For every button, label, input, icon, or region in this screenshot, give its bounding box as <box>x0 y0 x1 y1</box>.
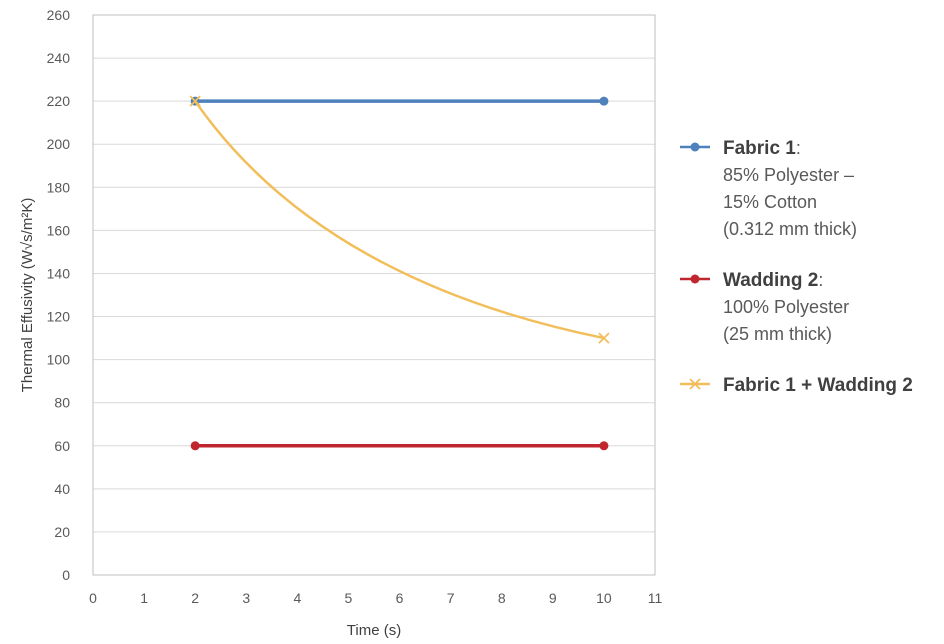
legend-swatch-marker <box>690 274 700 284</box>
legend-description-line: (0.312 mm thick) <box>723 219 857 239</box>
series-1 <box>190 96 609 106</box>
y-tick-label: 200 <box>47 136 71 152</box>
legend-item-1: Fabric 1: 85% Polyester – 15% Cotton (0.312… <box>680 138 857 239</box>
legend-label: Fabric 1 + Wadding 2 <box>723 375 913 396</box>
y-axis-title: Thermal Effusivity (W√s/m²K) <box>19 198 36 393</box>
legend-swatch-marker <box>690 142 700 152</box>
x-tick-label: 6 <box>396 590 404 606</box>
legend-description-line: (25 mm thick) <box>723 324 832 344</box>
y-tick-label: 220 <box>47 93 71 109</box>
x-tick-label: 8 <box>498 590 506 606</box>
data-point <box>599 96 609 106</box>
legend-series-name: Fabric 1 + Wadding 2 <box>723 375 913 396</box>
x-tick-label: 2 <box>191 590 199 606</box>
x-axis-tick-labels: 0 1 2 3 4 5 6 7 8 9 10 11 <box>89 590 662 606</box>
marker-stroke <box>189 95 201 107</box>
plot-area <box>92 14 656 576</box>
y-tick-label: 120 <box>47 309 71 325</box>
legend-description-line: 85% Polyester – <box>723 165 854 185</box>
data-point <box>598 332 610 344</box>
x-tick-label: 10 <box>596 590 612 606</box>
series-3 <box>189 95 610 344</box>
legend-swatch-marker <box>689 378 701 390</box>
x-tick-label: 3 <box>242 590 250 606</box>
x-axis-title: Time (s) <box>347 622 401 639</box>
marker-stroke <box>598 332 610 344</box>
y-tick-label: 180 <box>47 179 71 195</box>
data-point <box>599 441 609 451</box>
series-line <box>193 99 606 340</box>
x-tick-label: 4 <box>293 590 301 606</box>
data-point <box>189 95 201 107</box>
x-tick-label: 7 <box>447 590 455 606</box>
y-axis-tick-labels: 0 20 40 60 80 100 120 140 160 180 200 220 240 260 <box>47 7 71 583</box>
legend-description-line: 15% Cotton <box>723 192 817 212</box>
legend-series-name: Fabric 1 <box>723 138 796 159</box>
x-tick-label: 9 <box>549 590 557 606</box>
y-tick-label: 260 <box>47 7 71 23</box>
y-tick-label: 160 <box>47 222 71 238</box>
y-tick-label: 40 <box>54 481 70 497</box>
y-tick-label: 100 <box>47 352 71 368</box>
x-tick-label: 0 <box>89 590 97 606</box>
legend-item-2: Wadding 2: 100% Polyester (25 mm thick) <box>680 270 849 344</box>
legend-series-name: Wadding 2 <box>723 270 818 291</box>
y-tick-label: 0 <box>62 567 70 583</box>
y-tick-label: 240 <box>47 50 71 66</box>
x-tick-label: 1 <box>140 590 148 606</box>
legend-colon: : <box>818 270 823 290</box>
legend-colon: : <box>796 138 801 158</box>
legend-label: Wadding 2: <box>723 270 823 291</box>
legend-description-line: 100% Polyester <box>723 297 849 317</box>
x-tick-label: 11 <box>648 590 663 606</box>
legend-item-3: Fabric 1 + Wadding 2 <box>680 375 913 396</box>
data-point <box>190 441 200 451</box>
legend: Fabric 1: 85% Polyester – 15% Cotton (0.312… <box>680 138 913 396</box>
y-tick-label: 80 <box>54 395 70 411</box>
y-tick-label: 60 <box>54 438 70 454</box>
gridlines <box>93 57 655 576</box>
y-tick-label: 20 <box>54 524 70 540</box>
x-tick-label: 5 <box>345 590 353 606</box>
legend-label: Fabric 1: <box>723 138 801 159</box>
series-2 <box>190 441 609 451</box>
series <box>189 95 610 451</box>
y-tick-label: 140 <box>47 265 71 281</box>
